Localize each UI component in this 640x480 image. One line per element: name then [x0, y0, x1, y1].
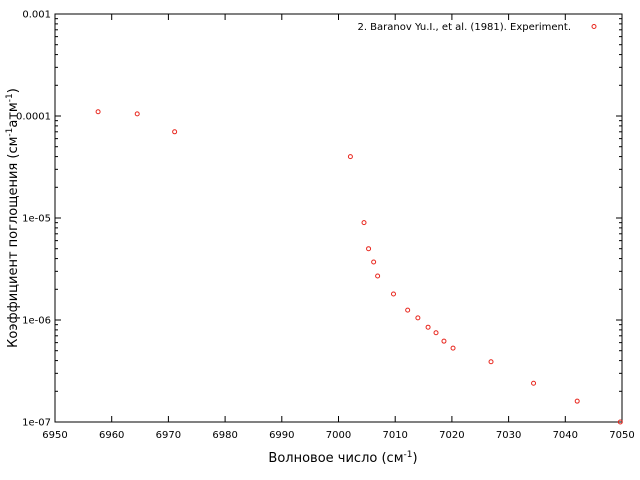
data-point [574, 398, 580, 404]
x-tick-label: 6970 [156, 430, 181, 441]
data-point [134, 111, 140, 117]
data-point [433, 330, 439, 336]
data-series [95, 109, 623, 425]
data-point [371, 259, 377, 265]
y-tick-label: 1e-07 [22, 418, 51, 429]
data-point [172, 129, 178, 135]
y-tick-label: 0.001 [22, 10, 51, 21]
data-point [488, 359, 494, 365]
y-axis: 0.001 0.0001 1e-05 1e-06 1e-07 [16, 10, 622, 429]
y-axis-title: Коэффициент поглощения (см-1атм-1) [5, 88, 21, 348]
data-point [617, 419, 623, 425]
x-tick-label: 6990 [269, 430, 294, 441]
x-tick-label: 6960 [99, 430, 124, 441]
data-point [390, 291, 396, 297]
data-point [405, 307, 411, 313]
data-point [95, 109, 101, 115]
x-tick-label: 6950 [42, 430, 67, 441]
x-tick-label: 6980 [212, 430, 237, 441]
x-axis-title: Волновое число (см-1) [268, 450, 417, 466]
legend-marker [591, 24, 597, 29]
x-axis: 6950 6960 6970 6980 6990 7000 7010 7020 7030 7040… [42, 14, 635, 441]
legend: 2. Baranov Yu.I., et al. (1981). Experim… [357, 22, 597, 33]
x-tick-label: 7040 [553, 430, 578, 441]
plot-frame [54, 13, 623, 423]
data-point [425, 324, 431, 330]
y-tick-label: 1e-05 [22, 214, 51, 225]
data-point [531, 380, 537, 386]
data-point [441, 338, 447, 344]
legend-label: 2. Baranov Yu.I., et al. (1981). Experim… [357, 22, 571, 33]
x-tick-label: 7050 [609, 430, 634, 441]
data-point [366, 246, 372, 252]
data-point [415, 315, 421, 321]
data-point [347, 154, 353, 160]
x-tick-label: 7030 [496, 430, 521, 441]
x-tick-label: 7010 [382, 430, 407, 441]
data-point [450, 345, 456, 351]
x-tick-label: 7020 [439, 430, 464, 441]
data-point [375, 273, 381, 279]
y-tick-label: 1e-06 [22, 316, 51, 327]
x-tick-label: 7000 [326, 430, 351, 441]
y-tick-label: 0.0001 [16, 112, 51, 123]
data-point [361, 220, 367, 226]
